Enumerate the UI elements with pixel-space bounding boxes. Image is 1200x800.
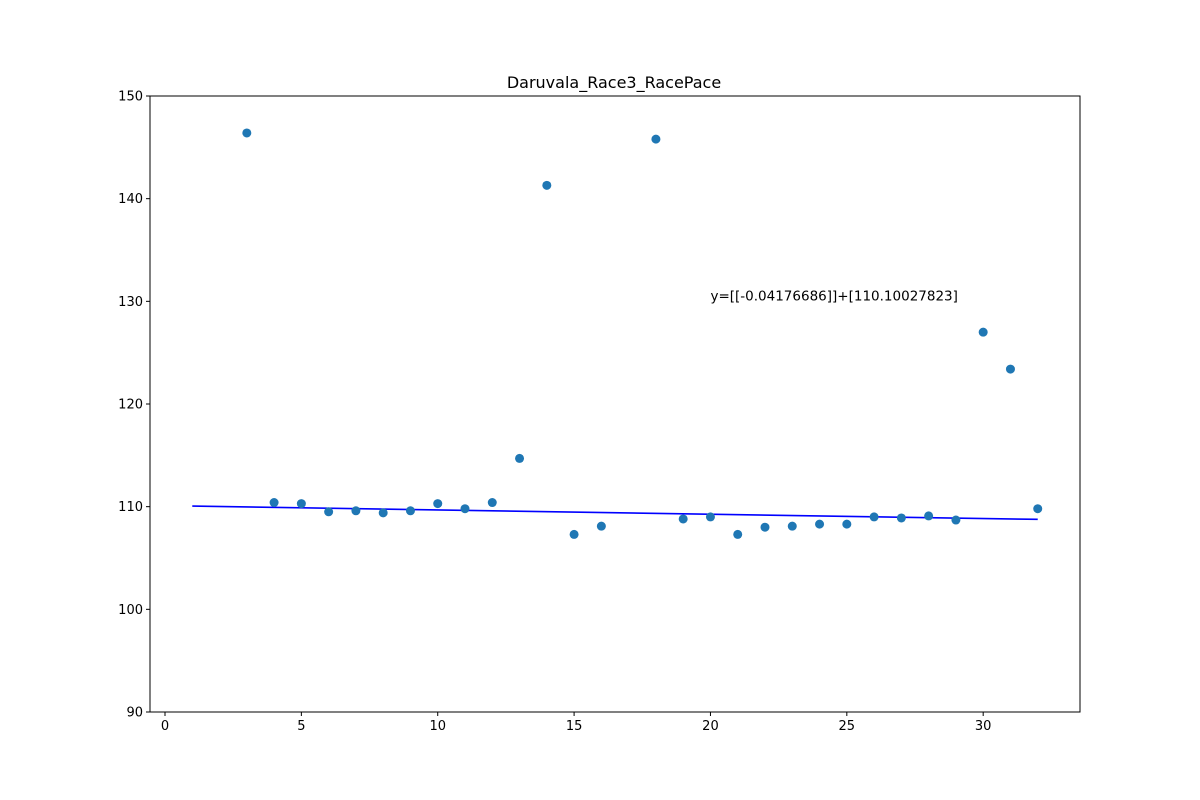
scatter-point [978, 327, 988, 337]
scatter-point [242, 128, 252, 138]
x-tick-label: 30 [975, 719, 992, 734]
scatter-point [705, 512, 715, 522]
x-tick-label: 5 [297, 719, 305, 734]
y-tick-label: 140 [118, 192, 143, 207]
scatter-point [351, 506, 361, 516]
scatter-point [924, 511, 934, 521]
y-axis: 90 100 110 120 130 140 150 [118, 90, 150, 721]
scatter-point [324, 507, 334, 517]
points-layer [242, 128, 1043, 539]
fit-line [192, 505, 1038, 521]
scatter-point [378, 508, 388, 518]
scatter-point [1005, 364, 1015, 374]
scatter-point [869, 512, 879, 522]
y-tick-label: 150 [118, 90, 143, 105]
x-tick-label: 20 [702, 719, 719, 734]
scatter-point [815, 519, 825, 529]
x-axis: 0 5 10 15 20 25 30 [161, 712, 992, 734]
y-tick-label: 90 [126, 706, 143, 721]
scatter-point [760, 522, 770, 532]
scatter-point [787, 521, 797, 531]
y-tick-label: 100 [118, 603, 143, 618]
chart-title: Daruvala_Race3_RacePace [507, 73, 721, 93]
fit-equation-annotation: y=[[-0.04176686]]+[110.10027823] [710, 288, 957, 304]
scatter-point [296, 499, 306, 509]
scatter-point [405, 506, 415, 516]
x-tick-label: 25 [839, 719, 856, 734]
fit-line-layer [192, 505, 1038, 521]
scatter-point [269, 498, 279, 508]
x-tick-label: 0 [161, 719, 169, 734]
scatter-point [569, 529, 579, 539]
y-tick-label: 110 [118, 500, 143, 515]
x-tick-label: 15 [566, 719, 583, 734]
scatter-point [487, 498, 497, 508]
scatter-point [678, 514, 688, 524]
y-tick-label: 130 [118, 295, 143, 310]
scatter-point [542, 180, 552, 190]
x-tick-label: 10 [429, 719, 446, 734]
scatter-point [596, 521, 606, 531]
y-tick-label: 120 [118, 398, 143, 413]
scatter-point [515, 453, 525, 463]
scatter-point [1033, 504, 1043, 514]
scatter-point [842, 519, 852, 529]
scatter-point [896, 513, 906, 523]
scatter-point [433, 499, 443, 509]
scatter-point [951, 515, 961, 525]
scatter-point [460, 504, 470, 514]
plot-frame [149, 95, 1081, 713]
scatter-point [651, 134, 661, 144]
scatter-point [733, 529, 743, 539]
